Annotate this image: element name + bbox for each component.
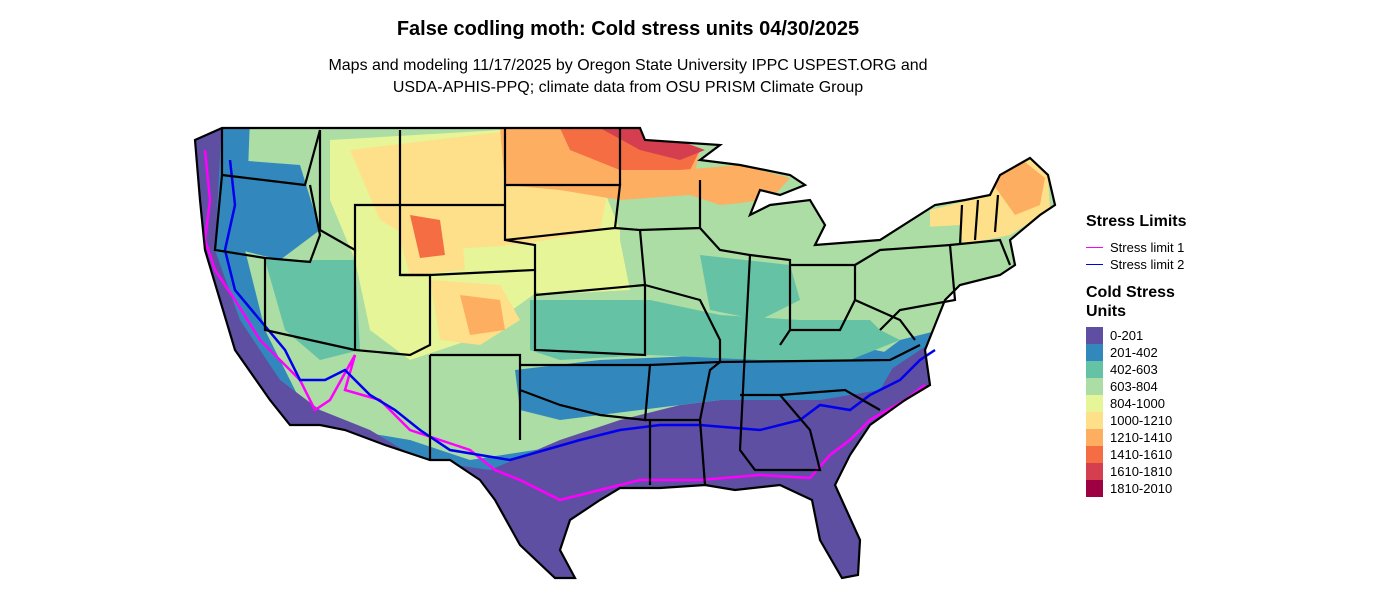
legend-label: 804-1000 [1110,396,1165,411]
legend-item-stress-limit-2: Stress limit 2 [1086,256,1186,273]
legend-label: 1810-2010 [1110,481,1173,496]
legend-item-units-2: 402-603 [1086,361,1216,378]
legend-stress-limits-title: Stress Limits [1086,213,1187,230]
legend-item-units-7: 1410-1610 [1086,446,1216,463]
legend-item-units-6: 1210-1410 [1086,429,1216,446]
legend-item-units-8: 1610-1810 [1086,463,1216,480]
legend-swatch [1086,429,1103,446]
us-cold-stress-map [193,126,1057,580]
legend-swatch [1086,412,1103,429]
legend-label: 1210-1410 [1110,430,1173,445]
legend-label: 201-402 [1110,345,1158,360]
legend-label: 1610-1810 [1110,464,1173,479]
stress-limit-2-label: Stress limit 2 [1110,257,1185,272]
stress-limit-1-label: Stress limit 1 [1110,240,1185,255]
map-title: False codling moth: Cold stress units 04… [396,18,860,40]
legend-swatch [1086,480,1103,497]
legend-item-stress-limit-1: Stress limit 1 [1086,239,1186,256]
legend-item-units-0: 0-201 [1086,327,1216,344]
subtitle-line-2: USDA-APHIS-PPQ; climate data from OSU PR… [392,79,864,96]
legend-label: 603-804 [1110,379,1158,394]
state-boundaries [193,126,1057,580]
legend-label: 1000-1210 [1110,413,1173,428]
map-subtitle: Maps and modeling 11/17/2025 by Oregon S… [0,55,1256,99]
legend-swatch [1086,361,1103,378]
legend-swatch [1086,327,1103,344]
legend-item-units-4: 804-1000 [1086,395,1216,412]
legend-label: 0-201 [1110,328,1144,343]
legend-item-units-3: 603-804 [1086,378,1216,395]
legend-swatch [1086,395,1103,412]
legend-stress-limits: Stress Limits Stress limit 1 Stress limi… [1086,212,1186,273]
stress-limit-2-contour [223,159,936,462]
subtitle-line-1: Maps and modeling 11/17/2025 by Oregon S… [328,57,928,74]
legend-item-units-1: 201-402 [1086,344,1216,361]
stress-limit-1-line-swatch [1086,247,1103,248]
stress-limit-2-line-swatch [1086,264,1103,265]
legend-cold-stress-units-title: Cold Stress Units [1086,284,1175,320]
legend-item-units-9: 1810-2010 [1086,480,1216,497]
legend-cold-stress-units: Cold Stress Units 0-201 201-402 402-603 603… [1086,283,1216,497]
legend-swatch [1086,344,1103,361]
legend-swatch [1086,378,1103,395]
legend-item-units-5: 1000-1210 [1086,412,1216,429]
legend-label: 402-603 [1110,362,1158,377]
legend-label: 1410-1610 [1110,447,1173,462]
legend-swatch [1086,446,1103,463]
legend-swatch [1086,463,1103,480]
